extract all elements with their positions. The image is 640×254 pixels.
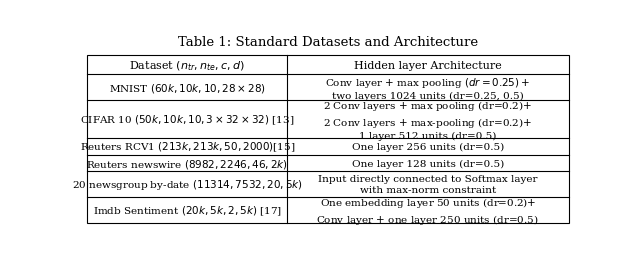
Text: Input directly connected to Softmax layer
with max-norm constraint: Input directly connected to Softmax laye… <box>318 174 538 195</box>
Text: 20 newsgroup by-date $(11314, 7532, 20, 5k)$: 20 newsgroup by-date $(11314, 7532, 20, … <box>72 178 303 192</box>
Text: One layer 256 units (dr=0.5): One layer 256 units (dr=0.5) <box>352 142 504 151</box>
Text: One layer 128 units (dr=0.5): One layer 128 units (dr=0.5) <box>352 159 504 168</box>
Text: Conv layer $+$ max pooling $(dr = 0.25)+$
two layers 1024 units (dr=0.25, 0.5): Conv layer $+$ max pooling $(dr = 0.25)+… <box>325 75 531 101</box>
Text: CIFAR 10 $(50k, 10k, 10, 3 \times 32 \times 32)$ [13]: CIFAR 10 $(50k, 10k, 10, 3 \times 32 \ti… <box>80 113 294 126</box>
Text: Dataset $(n_{tr}, n_{te}, c, d)$: Dataset $(n_{tr}, n_{te}, c, d)$ <box>129 59 245 72</box>
Text: 2 Conv layers $+$ max pooling (dr=0.2)$+$
2 Conv layers $+$ max-pooling (dr=0.2): 2 Conv layers $+$ max pooling (dr=0.2)$+… <box>323 99 532 141</box>
Text: MNIST $(60k, 10k, 10, 28 \times 28)$: MNIST $(60k, 10k, 10, 28 \times 28)$ <box>109 82 266 94</box>
Text: Reuters RCV1 $(213k, 213k, 50, 2000)$[15]: Reuters RCV1 $(213k, 213k, 50, 2000)$[15… <box>79 140 295 154</box>
Bar <box>88 56 568 223</box>
Text: Reuters newswire $(8982, 2246, 46, 2k)$: Reuters newswire $(8982, 2246, 46, 2k)$ <box>86 157 288 170</box>
Text: Hidden layer Architecture: Hidden layer Architecture <box>354 60 502 71</box>
Text: Table 1: Standard Datasets and Architecture: Table 1: Standard Datasets and Architect… <box>178 35 478 48</box>
Text: Imdb Sentiment $(20k, 5k, 2, 5k)$ [17]: Imdb Sentiment $(20k, 5k, 2, 5k)$ [17] <box>93 203 282 217</box>
Text: One embedding layer 50 units (dr=0.2)$+$
Conv layer $+$ one layer 250 units (dr=: One embedding layer 50 units (dr=0.2)$+$… <box>317 195 539 226</box>
